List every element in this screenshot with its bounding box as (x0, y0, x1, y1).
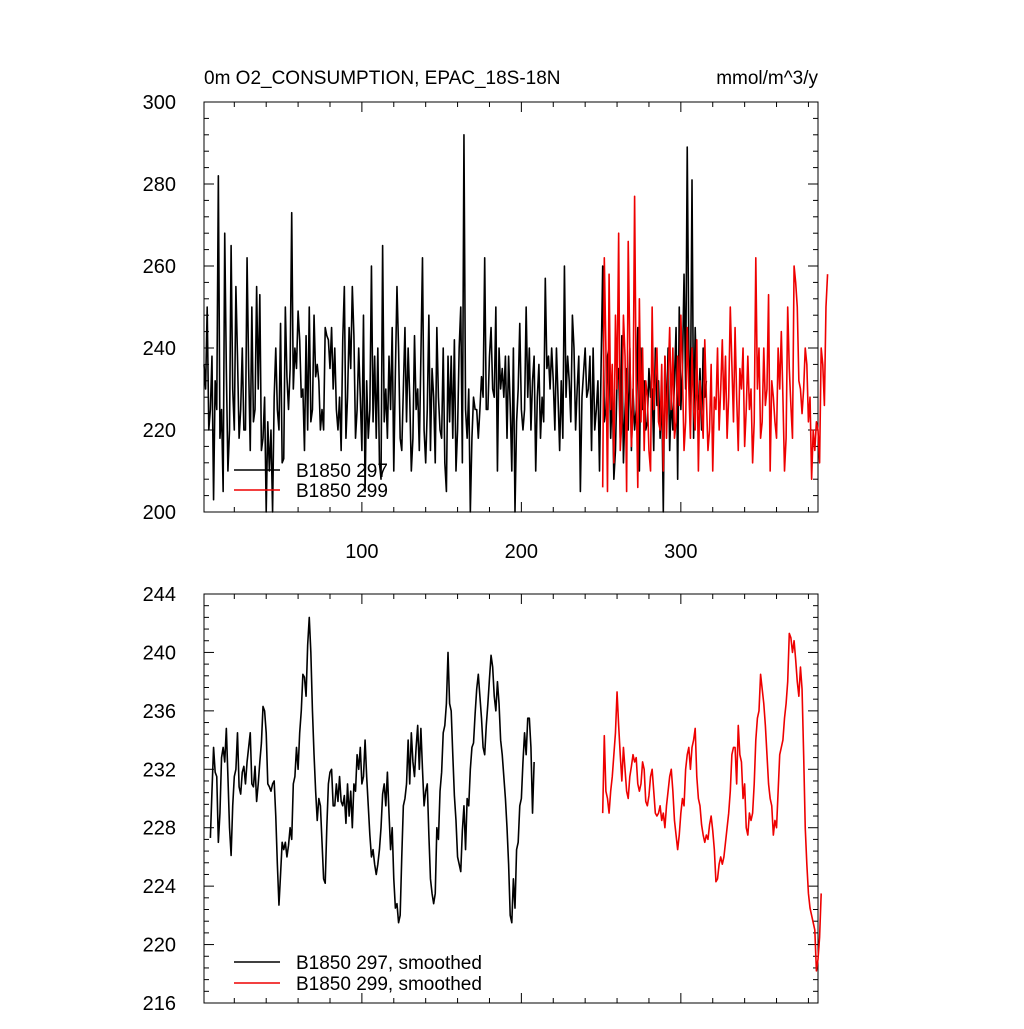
y-tick-label: 200 (143, 502, 176, 524)
y-tick-label: 244 (143, 584, 176, 606)
y-tick-label: 240 (143, 642, 176, 664)
series-line-1 (203, 134, 708, 513)
y-tick-label: 232 (143, 759, 176, 781)
x-tick-label: 100 (345, 541, 378, 563)
y-tick-label: 236 (143, 701, 176, 723)
legend-label: B1850 297, smoothed (296, 953, 482, 974)
series-line-2 (601, 632, 822, 972)
y-tick-label: 260 (143, 256, 176, 278)
y-tick-label: 220 (143, 420, 176, 442)
chart-units: mmol/m^3/y (716, 68, 818, 89)
x-tick-label: 300 (664, 541, 697, 563)
panel-raw: 200 220 240 260 280 300 100 200 300 B1850 297B185… (143, 92, 829, 563)
y-tick-label: 220 (143, 935, 176, 957)
chart-title: 0m O2_CONSUMPTION, EPAC_18S-18N (204, 68, 561, 89)
y-tick-label: 228 (143, 818, 176, 840)
y-tick-label: 216 (143, 993, 176, 1015)
x-tick-label: 200 (505, 541, 538, 563)
legend-label: B1850 299 (296, 481, 388, 502)
y-tick-label: 224 (143, 876, 176, 898)
y-tick-label: 300 (143, 92, 176, 114)
series-line-1 (209, 616, 535, 924)
y-tick-label: 240 (143, 338, 176, 360)
series-line-2 (601, 195, 829, 493)
legend-label: B1850 297 (296, 461, 388, 482)
panel-smoothed: 216 220 224 228 232 236 240 244 B1850 297, smoot… (143, 584, 822, 1015)
legend-label: B1850 299, smoothed (296, 974, 482, 995)
plot-frame (203, 101, 819, 513)
plot-frame (203, 593, 819, 1004)
y-tick-label: 280 (143, 174, 176, 196)
